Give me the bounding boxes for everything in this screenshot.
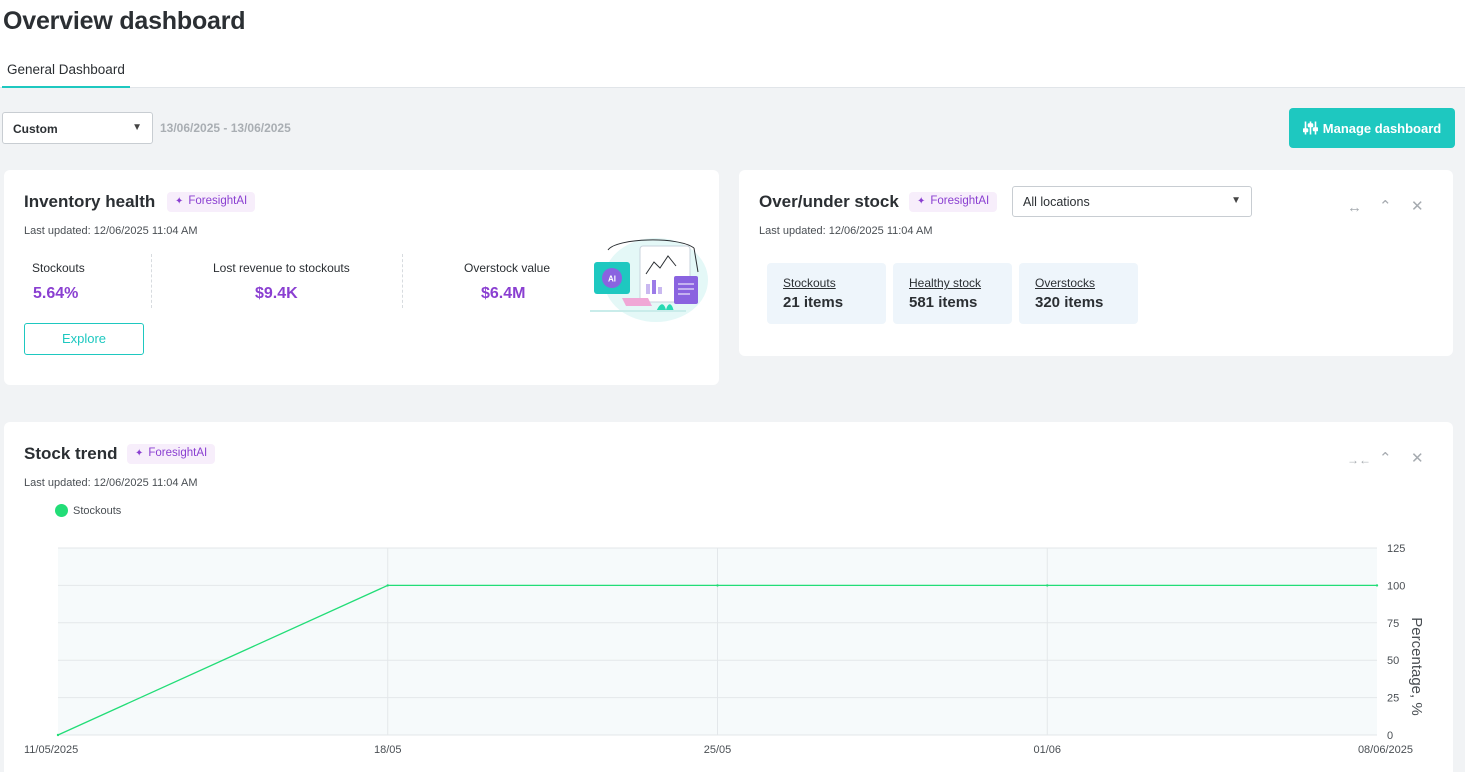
data-point [1046,584,1049,587]
legend-label[interactable]: Stockouts [73,504,122,517]
data-point [56,733,60,737]
sliders-icon [1302,121,1318,135]
last-updated: Last updated: 12/06/2025 11:04 AM [759,225,933,237]
expand-icon[interactable]: ↔ [1347,199,1362,216]
date-range-text: 13/06/2025 - 13/06/2025 [160,121,291,135]
metric-value-lost-revenue: $9.4K [255,285,298,302]
metric-divider [151,254,152,308]
ai-illustration-text: AI [608,275,616,284]
x-tick-label: 18/05 [374,744,402,756]
close-icon[interactable]: ✕ [1411,450,1424,467]
tab-general-dashboard[interactable]: General Dashboard [2,54,130,88]
stat-healthy-stock[interactable]: Healthy stock 581 items [893,263,1012,324]
manage-dashboard-button[interactable]: Manage dashboard [1289,108,1455,148]
inventory-health-card: Inventory health ✦ ForesightAI Last upda… [4,170,719,385]
metric-value-stockouts: 5.64% [33,285,79,302]
date-range-select-value: Custom [13,122,58,136]
location-select[interactable]: All locations ▼ [1012,186,1252,217]
stat-value: 320 items [1035,294,1104,311]
top-header: Overview dashboard General Dashboard [0,0,1465,88]
last-updated: Last updated: 12/06/2025 11:04 AM [24,477,198,489]
metric-label-lost-revenue: Lost revenue to stockouts [213,261,350,275]
metric-label-overstock: Overstock value [464,261,551,275]
sparkle-icon: ✦ [135,448,144,459]
chevron-up-icon[interactable]: ⌃ [1379,450,1392,467]
inventory-health-title: Inventory health [24,192,156,211]
foresight-badge-label: ForesightAI [188,195,248,207]
y-tick-label: 125 [1387,543,1405,555]
data-point [1375,584,1379,587]
stock-trend-chart: 0 25 50 75 100 125 11/05/2025 18/05 25/05 01/06 08… [24,543,1425,756]
foresight-badge-label: ForesightAI [148,447,208,459]
collapse-icon[interactable]: →← [1347,453,1371,467]
legend-dot-icon [55,504,68,517]
location-select-value: All locations [1023,195,1090,209]
chevron-up-icon[interactable]: ⌃ [1379,198,1392,215]
stock-trend-title: Stock trend [24,444,118,463]
foresight-badge: ✦ ForesightAI [127,444,216,464]
metric-label-stockouts: Stockouts [32,261,85,275]
y-tick-label: 0 [1387,730,1393,742]
data-point [716,584,719,587]
stat-label: Healthy stock [909,276,982,290]
metric-divider [402,254,403,308]
stock-trend-card: Stock trend ✦ ForesightAI →← ⌃ ✕ Last up… [4,422,1453,772]
close-icon[interactable]: ✕ [1411,198,1424,215]
manage-dashboard-label: Manage dashboard [1322,120,1442,136]
chevron-down-icon: ▼ [132,122,142,133]
x-tick-label: 25/05 [704,744,732,756]
stat-value: 21 items [783,294,844,311]
x-tick-label: 11/05/2025 [24,744,78,756]
last-updated: Last updated: 12/06/2025 11:04 AM [24,225,198,237]
stat-stockouts[interactable]: Stockouts 21 items [767,263,886,324]
chart-legend: Stockouts [55,504,121,517]
explore-button[interactable]: Explore [24,323,144,355]
stat-label: Overstocks [1035,276,1096,290]
page-title: Overview dashboard [3,7,246,35]
over-under-title: Over/under stock [759,192,899,211]
ai-analytics-illustration: AI [590,238,708,322]
sparkle-icon: ✦ [175,196,184,207]
date-range-select[interactable]: Custom ▼ [2,112,153,144]
y-tick-label: 50 [1387,655,1399,667]
y-tick-label: 75 [1387,618,1399,630]
x-tick-label: 08/06/2025 [1358,744,1413,756]
sparkle-icon: ✦ [917,196,926,207]
foresight-badge: ✦ ForesightAI [909,192,998,212]
x-tick-label: 01/06 [1033,744,1061,756]
stat-label: Stockouts [783,276,836,290]
data-point [386,584,389,587]
stat-value: 581 items [909,294,978,311]
y-axis-label: Percentage, % [1408,617,1425,715]
chevron-down-icon: ▼ [1231,195,1241,206]
metric-value-overstock: $6.4M [481,285,526,302]
y-tick-label: 25 [1387,693,1399,705]
stat-overstocks[interactable]: Overstocks 320 items [1019,263,1138,324]
over-under-stock-card: Over/under stock ✦ ForesightAI All locat… [739,170,1453,356]
y-tick-label: 100 [1387,580,1405,592]
foresight-badge: ✦ ForesightAI [167,192,256,212]
foresight-badge-label: ForesightAI [930,195,990,207]
